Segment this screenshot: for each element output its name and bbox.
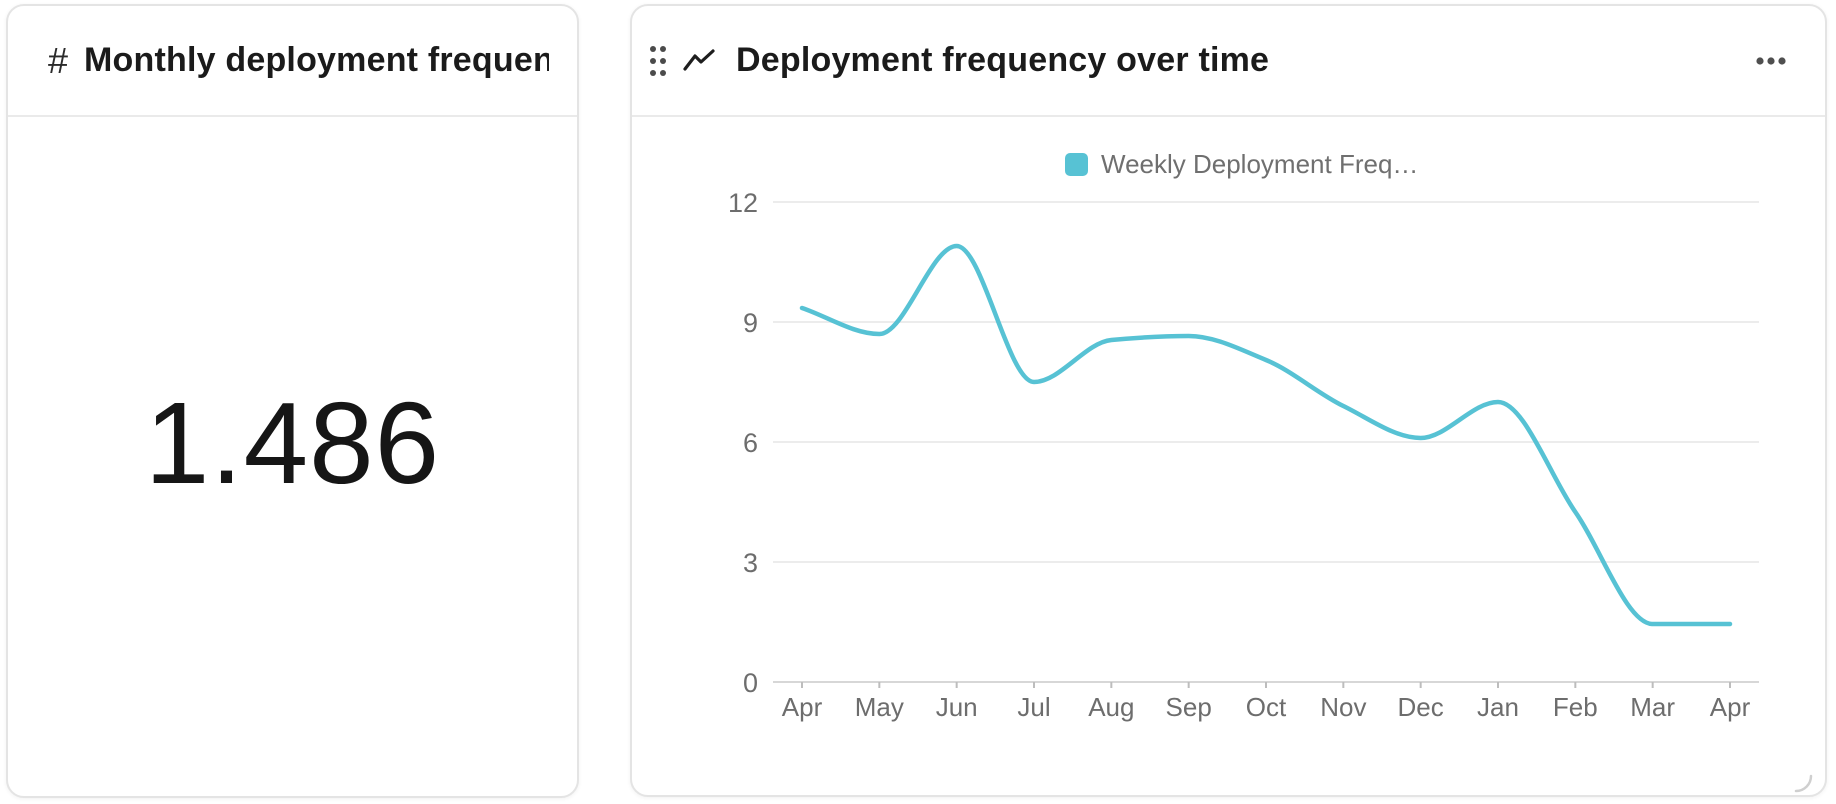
svg-text:Apr: Apr xyxy=(782,692,823,722)
line-chart-icon xyxy=(682,47,718,75)
kpi-card-header: # Monthly deployment frequen… xyxy=(8,6,577,117)
kpi-body: 1.486 xyxy=(8,117,577,798)
svg-text:Feb: Feb xyxy=(1553,692,1598,722)
svg-text:Mar: Mar xyxy=(1630,692,1675,722)
svg-text:Oct: Oct xyxy=(1246,692,1287,722)
chart-body: 0 3 6 9 12 Apr May Jun Jul Aug Sep Oct Nov Dec Jan Feb M… xyxy=(632,117,1825,797)
ellipsis-icon[interactable] xyxy=(1755,56,1787,66)
svg-text:0: 0 xyxy=(743,668,758,698)
kpi-widget-card[interactable]: # Monthly deployment frequen… 1.486 xyxy=(6,4,579,798)
kpi-card-title: Monthly deployment frequen… xyxy=(84,41,549,79)
chart-card-title: Deployment frequency over time xyxy=(736,41,1270,79)
svg-text:Jul: Jul xyxy=(1017,692,1050,722)
svg-text:Nov: Nov xyxy=(1320,692,1366,722)
svg-text:9: 9 xyxy=(743,308,758,338)
chart-widget-card[interactable]: Deployment frequency over time 0 3 6 9 12 Apr… xyxy=(630,4,1827,797)
chart-card-header: Deployment frequency over time xyxy=(632,6,1825,117)
svg-text:Sep: Sep xyxy=(1166,692,1212,722)
kpi-value: 1.486 xyxy=(144,377,441,508)
svg-text:May: May xyxy=(855,692,904,722)
svg-text:6: 6 xyxy=(743,428,758,458)
svg-text:Weekly Deployment Freq…: Weekly Deployment Freq… xyxy=(1101,149,1418,179)
resize-handle-icon[interactable] xyxy=(1794,774,1813,793)
svg-text:Jan: Jan xyxy=(1477,692,1519,722)
deployment-chart: 0 3 6 9 12 Apr May Jun Jul Aug Sep Oct Nov Dec Jan Feb M… xyxy=(728,149,1813,793)
hash-icon: # xyxy=(48,39,69,81)
svg-text:3: 3 xyxy=(743,548,758,578)
svg-text:Aug: Aug xyxy=(1088,692,1134,722)
svg-text:12: 12 xyxy=(728,188,758,218)
svg-text:Apr: Apr xyxy=(1710,692,1751,722)
svg-text:Jun: Jun xyxy=(936,692,978,722)
drag-handle-icon[interactable] xyxy=(648,44,668,78)
svg-text:Dec: Dec xyxy=(1398,692,1444,722)
